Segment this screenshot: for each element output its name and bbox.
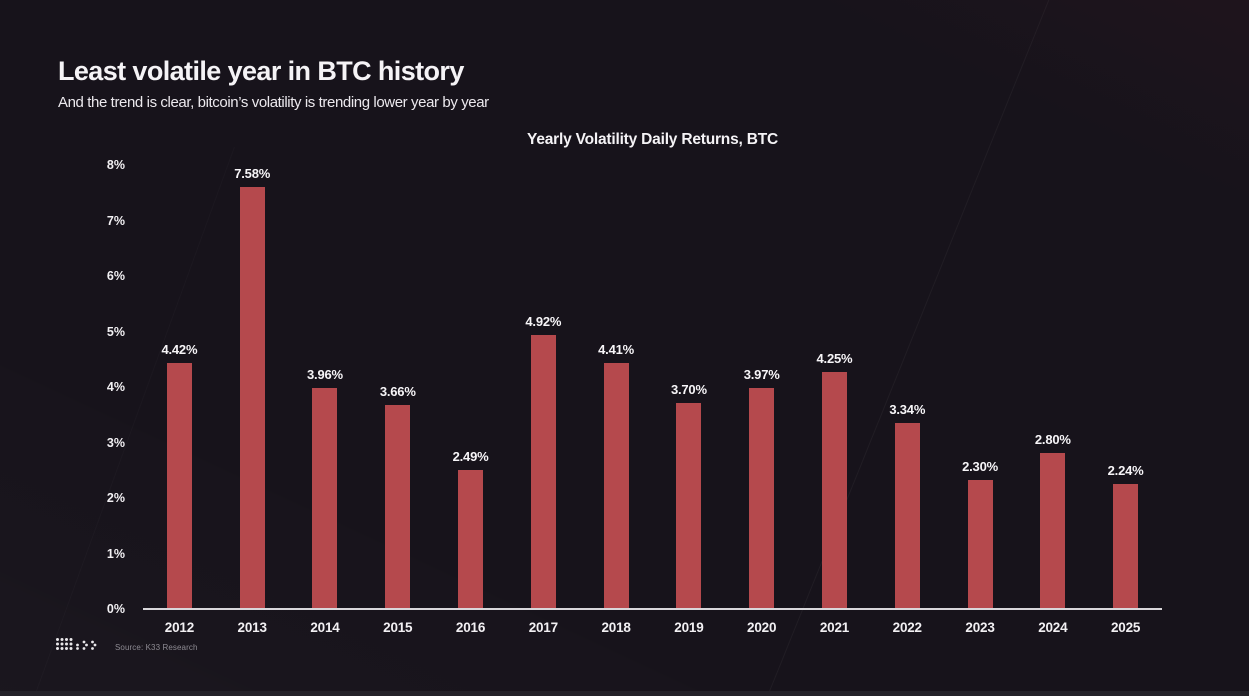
y-tick-label: 7% (106, 213, 125, 228)
bar-2019 (676, 402, 702, 608)
x-tick-label: 2021 (819, 620, 850, 635)
bar-2022 (894, 422, 920, 608)
x-axis-line (143, 608, 1162, 610)
chart-title: Yearly Volatility Daily Returns, BTC (527, 131, 778, 148)
x-tick-label: 2017 (528, 620, 558, 635)
bar-2020 (749, 387, 775, 608)
source-caption: Source: K33 Research (115, 643, 198, 652)
bar-value-label: 2.30% (962, 459, 998, 475)
bar-2014 (312, 388, 338, 608)
x-tick-label: 2019 (674, 620, 704, 635)
plot-area: 0% 1% 2% 3% 4% 5% 6% 7% 8% 4.42% 2012 7.58% 2013 3.96… (107, 158, 1162, 635)
bar-value-label: 4.92% (525, 313, 562, 329)
bar-value-label: 3.97% (743, 366, 780, 382)
bar-value-label: 3.70% (670, 381, 707, 397)
y-tick-label: 0% (106, 602, 125, 616)
x-tick-label: 2024 (1038, 620, 1068, 635)
bar-value-label: 4.42% (161, 341, 198, 357)
bar-2012 (166, 362, 192, 608)
page-subtitle: And the trend is clear, bitcoin’s volati… (58, 94, 489, 111)
bar-value-label: 2.24% (1107, 462, 1144, 478)
y-tick-label: 3% (106, 435, 125, 450)
x-tick-label: 2015 (383, 620, 413, 635)
x-tick-label: 2012 (164, 620, 195, 635)
bar-2017 (530, 334, 556, 608)
bar-2013 (239, 187, 265, 608)
page-title: Least volatile year in BTC history (58, 56, 464, 86)
y-tick-label: 6% (106, 269, 125, 283)
bar-2024 (1040, 452, 1066, 608)
y-tick-label: 2% (106, 491, 125, 505)
y-tick-label: 8% (106, 158, 125, 172)
bar-value-label: 3.96% (307, 367, 343, 383)
y-tick-label: 4% (106, 380, 125, 394)
y-tick-label: 1% (106, 546, 125, 561)
bar-2016 (458, 469, 484, 608)
bar-2018 (603, 363, 629, 608)
k33-logo-icon (55, 637, 99, 659)
bar-2015 (385, 404, 411, 608)
bar-value-label: 2.49% (452, 448, 489, 464)
x-tick-label: 2016 (455, 620, 486, 635)
bar-value-label: 4.25% (816, 351, 853, 367)
bar-value-label: 2.80% (1034, 431, 1071, 447)
x-tick-label: 2020 (747, 620, 777, 635)
x-tick-label: 2022 (892, 620, 922, 635)
x-tick-label: 2014 (310, 620, 340, 635)
bar-2023 (967, 480, 993, 608)
bar-2021 (821, 372, 847, 608)
x-tick-label: 2013 (237, 620, 267, 635)
x-tick-label: 2018 (601, 620, 631, 635)
bar-value-label: 3.66% (379, 383, 416, 399)
bottom-window-edge (0, 691, 1249, 696)
bar-value-label: 3.34% (889, 401, 926, 417)
x-tick-label: 2023 (965, 620, 995, 635)
bar-value-label: 4.41% (598, 342, 635, 358)
y-tick-label: 5% (106, 324, 125, 339)
bar-value-label: 7.58% (234, 166, 271, 182)
x-tick-label: 2025 (1110, 620, 1141, 635)
bar-2025 (1113, 483, 1139, 608)
